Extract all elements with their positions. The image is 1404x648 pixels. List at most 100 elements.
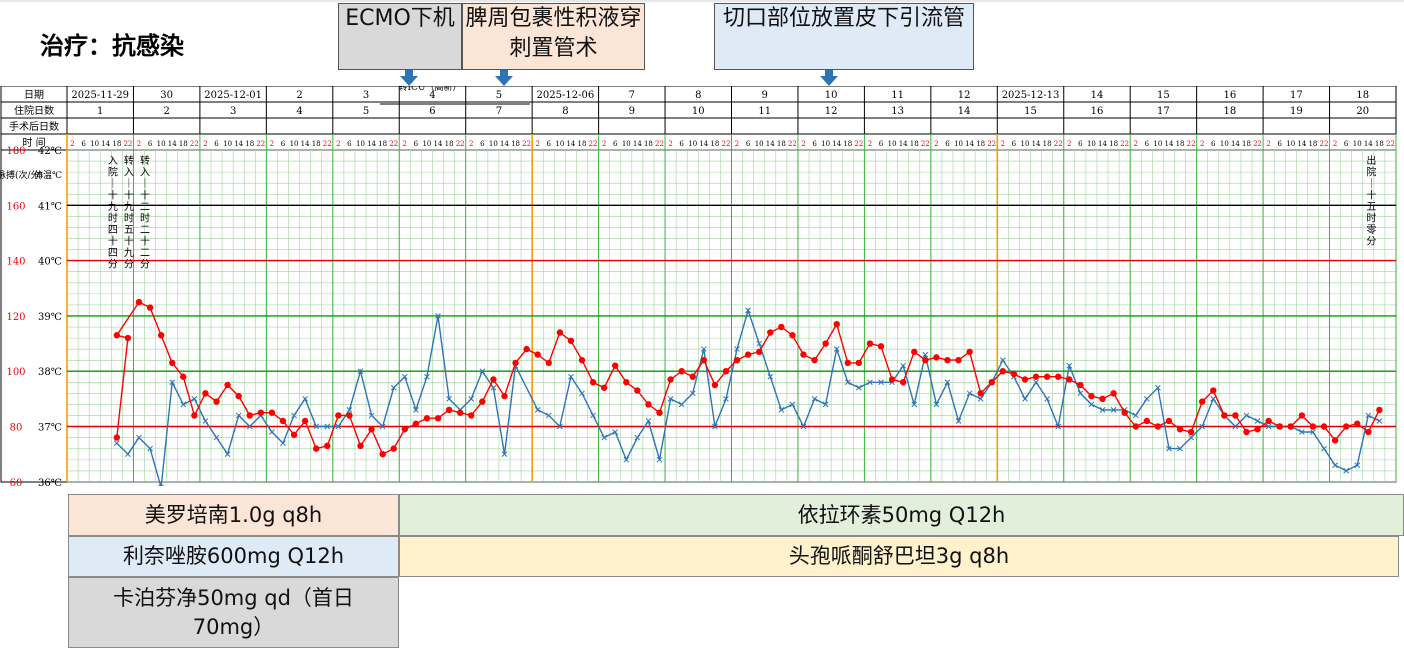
temperature-point <box>955 418 962 424</box>
date-cell: 18 <box>1356 90 1369 101</box>
temperature-point <box>966 390 973 397</box>
temperature-mark <box>811 395 818 402</box>
temperature-point <box>712 423 718 430</box>
event-annotation-char: ｜ <box>1366 178 1376 190</box>
temperature-point <box>1132 412 1139 419</box>
temperature-mark <box>346 407 353 413</box>
pulse-point <box>1254 426 1261 433</box>
event-annotation-char: 九 <box>124 201 134 213</box>
pulse-point <box>301 417 309 425</box>
temperature-point <box>1199 423 1206 430</box>
series-line-temperature <box>116 308 1380 486</box>
temperature-point <box>1343 467 1350 474</box>
temperature-point <box>999 357 1006 363</box>
temperature-point <box>568 373 574 380</box>
temperature-point <box>468 395 475 402</box>
top-border <box>0 0 1404 2</box>
pulse-point <box>1221 412 1228 419</box>
temperature-point <box>900 362 907 369</box>
date-cell: 11 <box>891 90 904 101</box>
temperature-point <box>534 407 541 413</box>
temperature-mark <box>136 434 142 441</box>
pulse-point <box>833 320 840 328</box>
hospital-day-cell: 20 <box>1356 106 1369 117</box>
event-annotation-char: 五 <box>1366 202 1376 213</box>
temperature-mark <box>302 395 308 402</box>
hour-cell: 14 <box>101 140 110 148</box>
temperature-mark <box>390 384 397 391</box>
hour-cell: 18 <box>245 140 254 148</box>
hospital-day-cell: 4 <box>296 106 302 117</box>
date-cell: 12 <box>958 90 971 101</box>
temperature-mark <box>1066 362 1073 369</box>
temperature-mark <box>756 340 763 347</box>
temperature-point <box>202 418 209 424</box>
temperature-point <box>933 401 940 408</box>
pulse-point <box>1354 420 1361 427</box>
pulse-point <box>312 445 320 452</box>
hour-cell: 14 <box>766 140 775 148</box>
pulse-point <box>434 415 442 422</box>
event-annotation-char: 十 <box>124 189 134 202</box>
drug-eravacycline: 依拉环素50mg Q12h <box>399 494 1404 536</box>
temperature-point <box>745 307 751 314</box>
hour-cell: 2 <box>535 140 539 148</box>
pulse-point <box>501 392 508 400</box>
date-cell: 3 <box>363 90 369 101</box>
pulse-point <box>899 379 907 386</box>
pulse-axis-label: 脉搏(次/分) <box>0 169 43 181</box>
hour-cell: 18 <box>378 140 387 148</box>
pulse-point <box>623 379 630 386</box>
event-annotation-char: 十 <box>140 235 150 248</box>
hour-cell: 6 <box>347 140 352 148</box>
date-cell: 8 <box>695 90 701 101</box>
event-annotation-char: 九 <box>108 201 118 213</box>
hour-cell: 10 <box>290 140 299 148</box>
date-cell: 7 <box>629 90 635 101</box>
pulse-point <box>1132 423 1139 430</box>
date-cell: 14 <box>1091 90 1104 101</box>
pulse-point <box>169 359 176 367</box>
hospital-day-cell: 14 <box>958 106 971 117</box>
pulse-point <box>933 354 940 361</box>
temperature-mark <box>246 423 253 430</box>
drug-caspofungin: 卡泊芬净50mg qd（首日70mg） <box>68 577 399 648</box>
temperature-mark <box>822 401 829 408</box>
hour-cell: 2 <box>801 140 805 148</box>
hour-cell: 10 <box>555 140 564 148</box>
event-annotation-char: 十 <box>1366 189 1376 202</box>
hour-cell: 14 <box>1231 140 1240 148</box>
hour-cell: 18 <box>1242 140 1251 148</box>
hour-cell: 14 <box>633 140 642 148</box>
temperature-point <box>789 401 796 408</box>
hour-cell: 6 <box>1145 140 1150 148</box>
date-cell: 9 <box>762 90 768 101</box>
temp-tick-label: 41℃ <box>38 201 62 212</box>
event-annotation-char: 二 <box>140 225 150 236</box>
hour-cell: 2 <box>1266 140 1270 148</box>
pulse-tick-label: 100 <box>6 367 25 378</box>
hour-cell: 6 <box>480 140 485 148</box>
arrow-down-icon <box>820 76 838 86</box>
temperature-point <box>1254 418 1261 424</box>
temperature-mark <box>645 418 652 424</box>
temperature-point <box>246 423 253 430</box>
pulse-point <box>1043 373 1051 380</box>
pulse-point <box>368 426 375 433</box>
event-annotation-char: 二 <box>140 248 150 259</box>
temperature-point <box>800 423 807 430</box>
pulse-point <box>1165 417 1173 425</box>
hour-cell: 2 <box>602 140 606 148</box>
event-annotation-char: ｜ <box>124 178 134 190</box>
temperature-mark <box>1243 412 1250 419</box>
event-annotation-char: 分 <box>124 259 134 271</box>
temperature-mark <box>1232 423 1239 430</box>
temperature-mark <box>501 451 508 458</box>
pulse-point <box>767 329 774 336</box>
hour-cell: 18 <box>1109 140 1118 148</box>
temperature-point <box>667 395 674 402</box>
temperature-mark <box>313 423 320 430</box>
temperature-point <box>1299 429 1305 435</box>
hour-cell: 6 <box>746 140 751 148</box>
hour-cell: 6 <box>148 140 153 148</box>
